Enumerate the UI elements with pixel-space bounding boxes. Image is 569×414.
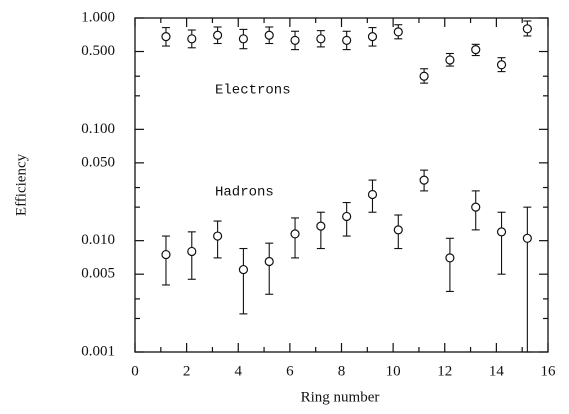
point (187, 246, 197, 257)
y-tick-label: 0.010 (81, 232, 115, 248)
point (213, 231, 223, 241)
point (264, 30, 274, 40)
point (316, 221, 326, 231)
point (522, 24, 532, 34)
x-tick-label: 10 (386, 363, 401, 379)
point (238, 34, 249, 44)
point (367, 189, 378, 200)
y-tick-label: 0.005 (81, 266, 115, 282)
y-tick-label: 1.000 (81, 9, 115, 25)
point (419, 175, 429, 185)
point (393, 27, 403, 37)
point (471, 45, 481, 55)
x-tick-label: 6 (286, 363, 294, 379)
point (290, 229, 300, 239)
series-annotation: Hadrons (215, 185, 274, 201)
point (471, 202, 481, 212)
y-tick-label: 0.001 (81, 343, 115, 359)
point (496, 60, 507, 70)
plot-frame (134, 17, 549, 353)
x-tick-label: 12 (437, 363, 452, 379)
x-tick-label: 16 (541, 363, 557, 379)
point (161, 32, 171, 42)
point (445, 253, 455, 263)
point (290, 35, 300, 45)
point (445, 55, 455, 65)
x-tick-label: 14 (489, 363, 505, 379)
x-tick-label: 0 (131, 363, 139, 379)
point (161, 249, 171, 260)
y-tick-label: 0.050 (81, 154, 115, 170)
x-tick-label: 2 (183, 363, 191, 379)
x-axis-label: Ring number (301, 389, 380, 405)
point (419, 71, 429, 81)
point (522, 233, 532, 243)
y-axis-label: Efficiency (13, 153, 29, 216)
point (342, 35, 352, 45)
point (238, 264, 249, 275)
y-tick-label: 0.100 (81, 121, 115, 137)
point (367, 32, 378, 42)
point (316, 34, 326, 44)
y-tick-label: 0.500 (81, 43, 115, 59)
series-annotation: Electrons (215, 83, 291, 99)
point (393, 225, 403, 235)
point (496, 227, 507, 237)
x-tick-label: 8 (338, 363, 346, 379)
point (264, 256, 274, 267)
point (187, 34, 197, 44)
x-tick-label: 4 (235, 363, 243, 379)
point (342, 211, 352, 222)
point (213, 30, 223, 40)
